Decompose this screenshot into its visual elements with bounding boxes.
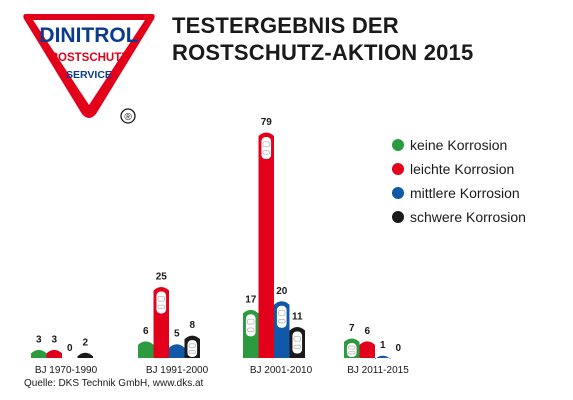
car-icon-body-7 bbox=[187, 340, 198, 357]
car-icon-windshield-11 bbox=[293, 335, 301, 342]
source-note: Quelle: DKS Technik GmbH, www.dks.at bbox=[24, 378, 204, 389]
car-icon-body-11 bbox=[292, 331, 303, 354]
car-icon-windshield-10 bbox=[278, 310, 286, 316]
bar-mittlere-1 bbox=[169, 344, 185, 358]
car-icon-windshield-5 bbox=[157, 295, 165, 302]
legend-label-keine: keine Korrosion bbox=[410, 137, 508, 153]
legend-item-keine: keine Korrosion bbox=[392, 133, 526, 157]
car-icon-body-8 bbox=[245, 314, 256, 337]
legend-swatch-blue bbox=[392, 187, 404, 199]
bar-leichte-3 bbox=[359, 341, 375, 358]
bar-mittlere-3 bbox=[375, 355, 391, 360]
bar-keine-0 bbox=[31, 349, 47, 358]
legend-item-mittlere: mittlere Korrosion bbox=[392, 181, 526, 205]
category-label-2: BJ 2001-2010 bbox=[250, 365, 313, 376]
data-label-mittlere-2: 20 bbox=[276, 286, 288, 297]
title-line-2: ROSTSCHUTZ-AKTION 2015 bbox=[172, 40, 474, 65]
legend: keine Korrosion leichte Korrosion mittle… bbox=[392, 133, 526, 229]
data-label-schwere-3: 0 bbox=[395, 343, 401, 354]
data-label-schwere-2: 11 bbox=[292, 312, 303, 323]
car-icon-windshield-12 bbox=[348, 345, 356, 350]
legend-label-schwere: schwere Korrosion bbox=[410, 209, 526, 225]
data-label-keine-0: 3 bbox=[36, 334, 42, 345]
logo-rostschutz-text: ROSTSCHUTZ bbox=[50, 52, 129, 64]
dinitrol-logo: DINITROL ROSTSCHUTZ SERVICE ® bbox=[23, 14, 155, 124]
car-icon-body-9 bbox=[261, 137, 272, 160]
car-icon-windshield-8 bbox=[247, 318, 255, 325]
data-label-keine-2: 17 bbox=[245, 294, 257, 305]
category-label-0: BJ 1970-1990 bbox=[35, 365, 98, 376]
car-icon-windshield-7 bbox=[188, 343, 196, 348]
car-icon-rearwindow-5 bbox=[157, 304, 165, 310]
car-icon-windshield-9 bbox=[262, 141, 270, 148]
car-icon-rearwindow-9 bbox=[262, 150, 270, 155]
legend-item-leichte: leichte Korrosion bbox=[392, 157, 526, 181]
category-label-1: BJ 1991-2000 bbox=[146, 365, 209, 376]
data-label-mittlere-1: 5 bbox=[174, 329, 180, 340]
title-line-1: TESTERGEBNIS DER bbox=[172, 13, 399, 38]
car-icon-body-10 bbox=[276, 305, 287, 328]
car-icon-rearwindow-8 bbox=[247, 327, 255, 332]
car-icon-rearwindow-10 bbox=[278, 319, 286, 324]
data-label-mittlere-0: 0 bbox=[67, 343, 73, 354]
bar-schwere-0 bbox=[77, 352, 93, 358]
registered-mark: ® bbox=[124, 112, 132, 123]
data-label-leichte-3: 6 bbox=[364, 326, 370, 337]
legend-swatch-red bbox=[392, 163, 404, 175]
car-icon-rearwindow-12 bbox=[348, 351, 356, 355]
bar-keine-1 bbox=[138, 341, 154, 358]
chart-title: TESTERGEBNIS DER ROSTSCHUTZ-AKTION 2015 bbox=[172, 12, 473, 66]
data-label-leichte-0: 3 bbox=[51, 334, 57, 345]
legend-label-mittlere: mittlere Korrosion bbox=[410, 185, 520, 201]
legend-label-leichte: leichte Korrosion bbox=[410, 161, 515, 177]
data-label-keine-1: 6 bbox=[143, 326, 149, 337]
data-label-schwere-1: 8 bbox=[189, 320, 195, 331]
data-label-keine-3: 7 bbox=[349, 323, 355, 334]
car-icon-rearwindow-11 bbox=[293, 344, 301, 350]
logo-dinitrol-text: DINITROL bbox=[39, 24, 138, 47]
legend-swatch-black bbox=[392, 211, 404, 223]
logo-service-text: SERVICE bbox=[66, 69, 112, 81]
data-label-mittlere-3: 1 bbox=[380, 340, 386, 351]
legend-item-schwere: schwere Korrosion bbox=[392, 205, 526, 229]
bar-leichte-2 bbox=[258, 132, 274, 358]
car-icon-body-5 bbox=[156, 291, 167, 314]
category-label-3: BJ 2011-2015 bbox=[347, 365, 409, 376]
bar-leichte-0 bbox=[46, 349, 62, 358]
data-label-schwere-0: 2 bbox=[82, 337, 88, 348]
car-icon-rearwindow-7 bbox=[188, 350, 196, 354]
data-label-leichte-2: 79 bbox=[261, 117, 273, 128]
data-label-leichte-1: 25 bbox=[156, 272, 168, 283]
car-icon-body-12 bbox=[346, 342, 357, 357]
legend-swatch-green bbox=[392, 139, 404, 151]
